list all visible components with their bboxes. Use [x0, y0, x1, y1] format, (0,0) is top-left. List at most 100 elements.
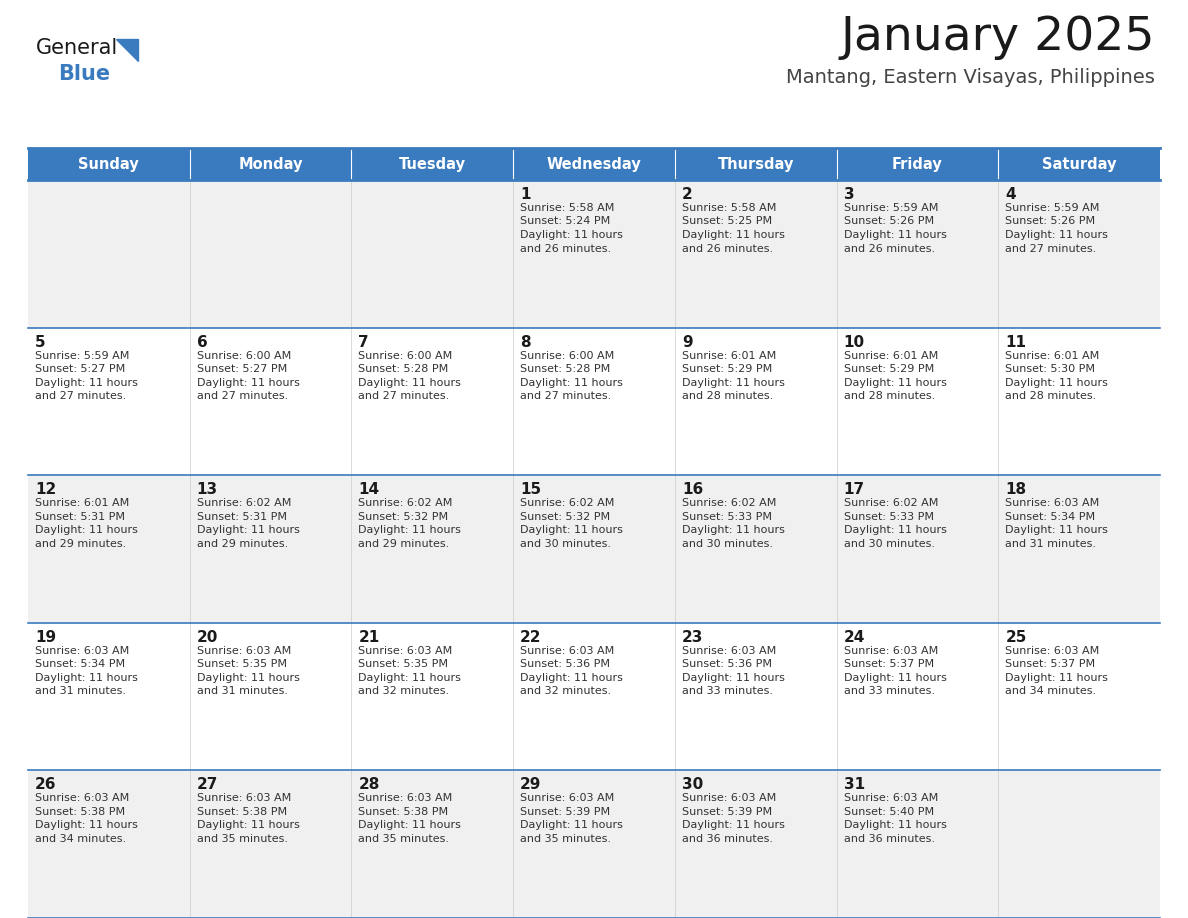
Text: Daylight: 11 hours: Daylight: 11 hours	[520, 673, 623, 683]
Text: and 29 minutes.: and 29 minutes.	[197, 539, 287, 549]
Text: Daylight: 11 hours: Daylight: 11 hours	[682, 821, 785, 831]
Bar	[836, 148, 998, 180]
Bar	[190, 180, 352, 328]
Text: Sunrise: 5:58 AM: Sunrise: 5:58 AM	[520, 203, 614, 213]
Text: Daylight: 11 hours: Daylight: 11 hours	[1005, 525, 1108, 535]
Bar	[29, 476, 190, 622]
Text: Sunrise: 6:01 AM: Sunrise: 6:01 AM	[682, 351, 776, 361]
Text: Sunset: 5:25 PM: Sunset: 5:25 PM	[682, 217, 772, 227]
Bar	[836, 622, 998, 770]
Text: Daylight: 11 hours: Daylight: 11 hours	[359, 821, 461, 831]
Text: Sunrise: 5:59 AM: Sunrise: 5:59 AM	[843, 203, 939, 213]
Text: and 32 minutes.: and 32 minutes.	[359, 687, 449, 696]
Bar	[513, 476, 675, 622]
Text: 10: 10	[843, 334, 865, 350]
Text: Sunset: 5:26 PM: Sunset: 5:26 PM	[843, 217, 934, 227]
Bar	[836, 180, 998, 328]
Text: Daylight: 11 hours: Daylight: 11 hours	[197, 377, 299, 387]
Text: Blue: Blue	[58, 64, 110, 84]
Text: Sunset: 5:39 PM: Sunset: 5:39 PM	[682, 807, 772, 817]
Bar	[998, 180, 1159, 328]
Text: Daylight: 11 hours: Daylight: 11 hours	[34, 673, 138, 683]
Text: and 31 minutes.: and 31 minutes.	[34, 687, 126, 696]
Bar	[675, 770, 836, 918]
Bar	[836, 328, 998, 476]
Bar	[675, 476, 836, 622]
Bar	[675, 328, 836, 476]
Text: 9: 9	[682, 334, 693, 350]
Text: 13: 13	[197, 482, 217, 498]
Bar	[998, 328, 1159, 476]
Text: 28: 28	[359, 778, 380, 792]
Text: 14: 14	[359, 482, 379, 498]
Text: Sunset: 5:39 PM: Sunset: 5:39 PM	[520, 807, 611, 817]
Text: Sunset: 5:35 PM: Sunset: 5:35 PM	[359, 659, 448, 669]
Text: Sunset: 5:37 PM: Sunset: 5:37 PM	[843, 659, 934, 669]
Text: Sunset: 5:33 PM: Sunset: 5:33 PM	[843, 511, 934, 521]
Text: and 32 minutes.: and 32 minutes.	[520, 687, 612, 696]
Text: Sunrise: 6:03 AM: Sunrise: 6:03 AM	[34, 793, 129, 803]
Text: Sunrise: 6:03 AM: Sunrise: 6:03 AM	[682, 793, 776, 803]
Text: Sunrise: 6:03 AM: Sunrise: 6:03 AM	[520, 793, 614, 803]
Text: 12: 12	[34, 482, 56, 498]
Text: Sunset: 5:34 PM: Sunset: 5:34 PM	[1005, 511, 1095, 521]
Text: and 30 minutes.: and 30 minutes.	[520, 539, 611, 549]
Bar	[675, 180, 836, 328]
Bar	[29, 328, 190, 476]
Text: Sunset: 5:35 PM: Sunset: 5:35 PM	[197, 659, 286, 669]
Text: and 36 minutes.: and 36 minutes.	[843, 834, 935, 844]
Text: 25: 25	[1005, 630, 1026, 644]
Text: and 31 minutes.: and 31 minutes.	[197, 687, 287, 696]
Text: 8: 8	[520, 334, 531, 350]
Text: Sunrise: 6:03 AM: Sunrise: 6:03 AM	[843, 793, 937, 803]
Text: Sunset: 5:29 PM: Sunset: 5:29 PM	[843, 364, 934, 375]
Text: Sunrise: 5:59 AM: Sunrise: 5:59 AM	[34, 351, 129, 361]
Text: Sunrise: 6:02 AM: Sunrise: 6:02 AM	[359, 498, 453, 509]
Bar	[190, 770, 352, 918]
Text: Sunrise: 6:01 AM: Sunrise: 6:01 AM	[843, 351, 937, 361]
Text: 18: 18	[1005, 482, 1026, 498]
Bar	[190, 622, 352, 770]
Text: and 27 minutes.: and 27 minutes.	[197, 391, 287, 401]
Text: and 33 minutes.: and 33 minutes.	[682, 687, 773, 696]
Bar	[29, 180, 190, 328]
Text: Sunset: 5:36 PM: Sunset: 5:36 PM	[682, 659, 772, 669]
Text: 19: 19	[34, 630, 56, 644]
Text: Daylight: 11 hours: Daylight: 11 hours	[359, 673, 461, 683]
Text: Sunset: 5:28 PM: Sunset: 5:28 PM	[359, 364, 449, 375]
Text: Daylight: 11 hours: Daylight: 11 hours	[520, 525, 623, 535]
Text: Sunset: 5:30 PM: Sunset: 5:30 PM	[1005, 364, 1095, 375]
Text: 11: 11	[1005, 334, 1026, 350]
Text: 17: 17	[843, 482, 865, 498]
Bar	[513, 622, 675, 770]
Text: Daylight: 11 hours: Daylight: 11 hours	[843, 525, 947, 535]
Text: Saturday: Saturday	[1042, 156, 1117, 172]
Text: Sunrise: 6:03 AM: Sunrise: 6:03 AM	[197, 793, 291, 803]
Text: Thursday: Thursday	[718, 156, 794, 172]
Text: Daylight: 11 hours: Daylight: 11 hours	[359, 377, 461, 387]
Text: Daylight: 11 hours: Daylight: 11 hours	[197, 673, 299, 683]
Text: Daylight: 11 hours: Daylight: 11 hours	[843, 673, 947, 683]
Bar	[190, 476, 352, 622]
Bar	[352, 770, 513, 918]
Text: Sunrise: 6:03 AM: Sunrise: 6:03 AM	[197, 645, 291, 655]
Text: and 26 minutes.: and 26 minutes.	[682, 243, 773, 253]
Text: Sunrise: 6:02 AM: Sunrise: 6:02 AM	[520, 498, 614, 509]
Text: Sunrise: 6:00 AM: Sunrise: 6:00 AM	[197, 351, 291, 361]
Text: 5: 5	[34, 334, 45, 350]
Text: Sunset: 5:28 PM: Sunset: 5:28 PM	[520, 364, 611, 375]
Text: Daylight: 11 hours: Daylight: 11 hours	[34, 821, 138, 831]
Text: and 35 minutes.: and 35 minutes.	[359, 834, 449, 844]
Text: General: General	[36, 38, 119, 58]
Text: Sunrise: 6:01 AM: Sunrise: 6:01 AM	[1005, 351, 1100, 361]
Bar	[513, 328, 675, 476]
Text: Daylight: 11 hours: Daylight: 11 hours	[520, 821, 623, 831]
Text: Sunrise: 6:00 AM: Sunrise: 6:00 AM	[359, 351, 453, 361]
Text: Sunset: 5:38 PM: Sunset: 5:38 PM	[197, 807, 286, 817]
Text: Daylight: 11 hours: Daylight: 11 hours	[197, 525, 299, 535]
Text: and 30 minutes.: and 30 minutes.	[682, 539, 773, 549]
Bar	[352, 622, 513, 770]
Text: Sunrise: 6:03 AM: Sunrise: 6:03 AM	[359, 793, 453, 803]
Text: 22: 22	[520, 630, 542, 644]
Text: Sunrise: 6:03 AM: Sunrise: 6:03 AM	[520, 645, 614, 655]
